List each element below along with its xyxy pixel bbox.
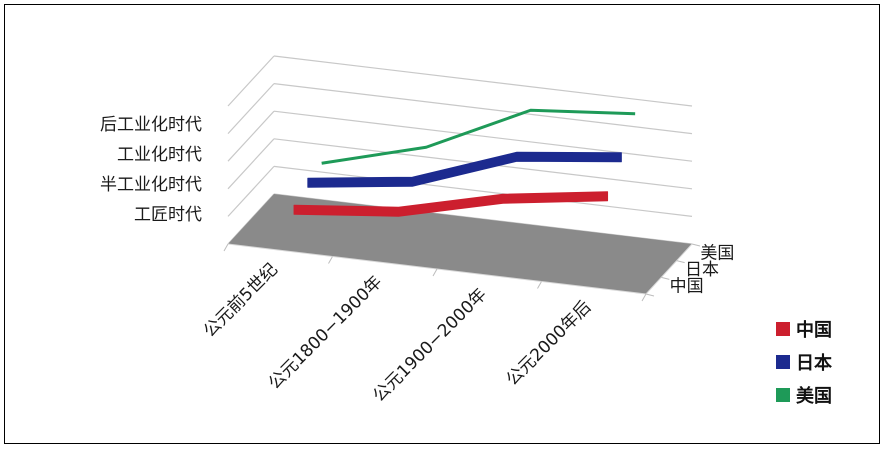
grid-line-back-wall: [273, 83, 693, 135]
depth-axis-tick: [661, 276, 670, 280]
x-tick-label: 公元1800−1900年: [265, 272, 386, 393]
series-ribbon-china: [293, 191, 609, 217]
x-axis-tick: [328, 256, 333, 264]
y-tick-label: 工匠时代: [134, 205, 202, 225]
legend-swatch-japan: [776, 354, 790, 369]
x-axis-tick: [223, 243, 229, 252]
grid-line-left-wall: [227, 165, 275, 217]
x-tick-label: 公元2000年后: [502, 297, 595, 390]
depth-axis-label: 中国: [670, 277, 704, 297]
y-tick-label: 工业化时代: [117, 145, 202, 165]
legend-label-japan: 日本: [796, 352, 832, 374]
x-tick-label: 公元1900−2000年: [369, 285, 490, 406]
legend-swatch-usa: [776, 387, 790, 402]
x-axis-tick: [537, 281, 542, 289]
depth-axis-tick: [676, 260, 685, 264]
legend-item-china: 中国: [776, 312, 880, 345]
grid-line-back-wall: [273, 110, 693, 162]
chart-legend: 中国 日本 美国: [776, 312, 880, 411]
depth-axis-tick: [691, 243, 701, 247]
grid-line-back-wall: [273, 55, 693, 107]
chart-floor: [228, 194, 692, 294]
y-tick-label: 半工业化时代: [100, 175, 202, 195]
legend-label-china: 中国: [796, 319, 832, 341]
grid-line-back-wall: [273, 165, 693, 217]
grid-line-left-wall: [227, 138, 275, 190]
x-axis-tick: [641, 293, 647, 302]
legend-item-usa: 美国: [776, 378, 880, 411]
depth-axis-label: 日本: [685, 260, 719, 280]
grid-line-left-wall: [227, 55, 275, 107]
series-ribbon-japan: [307, 151, 622, 188]
x-axis-tick: [432, 268, 438, 277]
y-tick-label: 后工业化时代: [100, 115, 202, 135]
floor-right-edge: [645, 243, 693, 295]
grid-line-left-wall: [227, 83, 275, 135]
legend-label-usa: 美国: [796, 385, 832, 407]
series-line-usa: [321, 108, 636, 165]
legend-item-japan: 日本: [776, 345, 880, 378]
legend-swatch-china: [776, 321, 790, 336]
depth-axis-tick: [645, 293, 655, 297]
grid-line-left-wall: [227, 110, 275, 162]
x-tick-label: 公元前5世纪: [200, 260, 282, 342]
depth-axis-label: 美国: [700, 243, 734, 263]
